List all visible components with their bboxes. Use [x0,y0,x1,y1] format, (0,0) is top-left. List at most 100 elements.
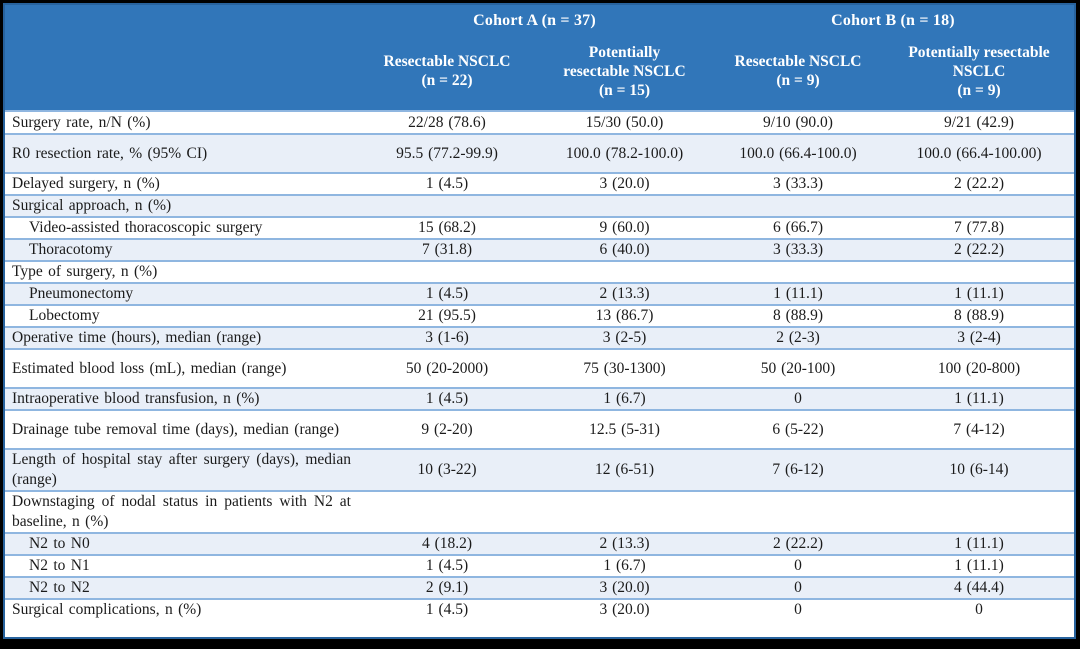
row-label: Surgical complications, n (%) [12,601,202,618]
row-label: R0 resection rate, % (95% CI) [12,144,208,162]
value-cell: 50 (20-100) [760,359,836,377]
table-row: Pneumonectomy 1 (4.5) 2 (13.3) 1 (11.1) 1 (1… [5,282,1074,304]
table-row: R0 resection rate, % (95% CI) 95.5 (77.2-… [5,133,1074,172]
row-label: Lobectomy [29,307,100,324]
column-header-n: (n = 15) [598,81,651,99]
value-cell: 9/10 (90.0) [763,113,833,131]
value-cell: 6 (40.0) [599,241,650,258]
value-cell: 3 (1-6) [425,329,469,346]
value-cell: 100.0 (66.4-100.00) [916,144,1042,162]
value-cell: 8 (88.9) [772,307,824,324]
value-cell: 9 (60.0) [599,219,650,236]
column-header-line: resectable NSCLC [563,62,686,80]
table-row: Surgical approach, n (%) [5,194,1074,216]
table-row: Length of hospital stay after surgery (d… [5,448,1074,490]
table-row: Video-assisted thoracoscopic surgery 15 (… [5,216,1074,238]
column-header-n: (n = 9) [776,72,820,89]
value-cell: 1 (11.1) [954,557,1004,574]
value-cell: 100.0 (78.2-100.0) [565,144,684,162]
header-corner-cell [5,17,357,21]
value-cell: 10 (3-22) [417,461,477,478]
table-row: N2 to N2 2 (9.1) 3 (20.0) 0 4 (44.4) [5,576,1074,598]
column-header-row: Resectable NSCLC (n = 22) Potentially resec… [5,32,1074,110]
value-cell: 2 (13.3) [599,285,650,302]
table-row: Thoracotomy 7 (31.8) 6 (40.0) 3 (33.3) 2 (22… [5,238,1074,260]
value-cell: 1 (4.5) [425,390,469,407]
value-cell: 1 (4.5) [425,285,469,302]
row-label: Downstaging of nodal status in patients … [12,493,351,530]
cohort-b-group-header: Cohort B (n = 18) [831,11,955,29]
table-row: N2 to N1 1 (4.5) 1 (6.7) 0 1 (11.1) [5,554,1074,576]
value-cell: 1 (11.1) [954,535,1004,552]
value-cell: 12 (6-51) [594,461,655,478]
row-label: Intraoperative blood transfusion, n (%) [12,390,260,407]
value-cell: 0 [975,601,983,618]
value-cell: 1 (11.1) [773,285,823,302]
table-row: Estimated blood loss (mL), median (range… [5,348,1074,387]
row-label: Estimated blood loss (mL), median (range… [12,359,287,377]
value-cell: 0 [794,557,802,574]
column-header: Resectable NSCLC (n = 22) [357,52,537,90]
value-cell: 0 [794,390,802,407]
table-row: Downstaging of nodal status in patients … [5,490,1074,532]
cohort-group-row: Cohort A (n = 37) Cohort B (n = 18) [5,5,1074,32]
value-cell: 15/30 (50.0) [585,113,664,131]
value-cell: 7 (4-12) [953,420,1005,438]
row-label: N2 to N2 [29,579,90,596]
value-cell: 50 (20-2000) [405,359,489,377]
table-row: Lobectomy 21 (95.5) 13 (86.7) 8 (88.9) 8 (88… [5,304,1074,326]
value-cell: 1 (4.5) [425,175,469,192]
value-cell: 1 (6.7) [603,557,646,574]
table-row: N2 to N0 4 (18.2) 2 (13.3) 2 (22.2) 1 (11.1) [5,532,1074,554]
value-cell: 1 (4.5) [425,601,469,618]
value-cell: 2 (9.1) [425,579,469,596]
value-cell: 7 (6-12) [772,461,824,478]
value-cell: 3 (20.0) [599,579,650,596]
column-header-line: Potentially [588,43,661,61]
row-label: Drainage tube removal time (days), media… [12,420,340,438]
value-cell: 7 (77.8) [953,219,1005,236]
value-cell: 13 (86.7) [595,307,654,324]
column-header: Potentially resectable NSCLC (n = 9) [884,43,1074,100]
value-cell: 100 (20-800) [937,359,1021,377]
cohort-a-group-header: Cohort A (n = 37) [473,11,596,29]
row-label: Thoracotomy [29,241,113,258]
value-cell: 9 (2-20) [421,420,473,438]
value-cell: 12.5 (5-31) [589,420,660,438]
table-header: Cohort A (n = 37) Cohort B (n = 18) Rese… [5,5,1074,110]
column-header: Resectable NSCLC (n = 9) [712,52,884,90]
row-label: Type of surgery, n (%) [12,263,158,280]
value-cell: 0 [794,579,802,596]
table-row: Drainage tube removal time (days), media… [5,409,1074,448]
row-label: Video-assisted thoracoscopic surgery [29,219,263,236]
row-label: Surgical approach, n (%) [12,197,172,214]
row-label: Operative time (hours), median (range) [12,329,262,346]
value-cell: 15 (68.2) [418,219,476,236]
value-cell: 3 (33.3) [772,175,824,192]
value-cell: 6 (66.7) [772,219,824,236]
value-cell: 4 (18.2) [421,535,473,552]
row-label: Delayed surgery, n (%) [12,175,160,192]
value-cell: 8 (88.9) [953,307,1005,324]
column-header-n: (n = 22) [421,72,473,89]
value-cell: 1 (11.1) [954,390,1004,407]
value-cell: 2 (22.2) [772,535,824,552]
table-row: Intraoperative blood transfusion, n (%) 1… [5,387,1074,409]
table-row: Surgery rate, n/N (%) 22/28 (78.6) 15/30 (… [5,112,1074,133]
table-row: Operative time (hours), median (range) 3 … [5,326,1074,348]
column-header-line: Resectable NSCLC [734,53,862,70]
table-body: Surgery rate, n/N (%) 22/28 (78.6) 15/30 (… [5,110,1074,637]
column-header: Potentially resectable NSCLC (n = 15) [537,43,712,100]
value-cell: 10 (6-14) [949,461,1009,478]
value-cell: 3 (2-4) [957,329,1001,346]
value-cell: 1 (6.7) [603,390,646,407]
value-cell: 1 (4.5) [425,557,469,574]
value-cell: 100.0 (66.4-100.0) [739,144,857,162]
value-cell: 3 (20.0) [599,601,650,618]
table-row: Type of surgery, n (%) [5,260,1074,282]
value-cell: 75 (30-1300) [583,359,666,377]
table-row: Delayed surgery, n (%) 1 (4.5) 3 (20.0) 3 (… [5,172,1074,194]
value-cell: 3 (2-5) [602,329,647,346]
column-header-n: (n = 9) [957,81,1001,99]
